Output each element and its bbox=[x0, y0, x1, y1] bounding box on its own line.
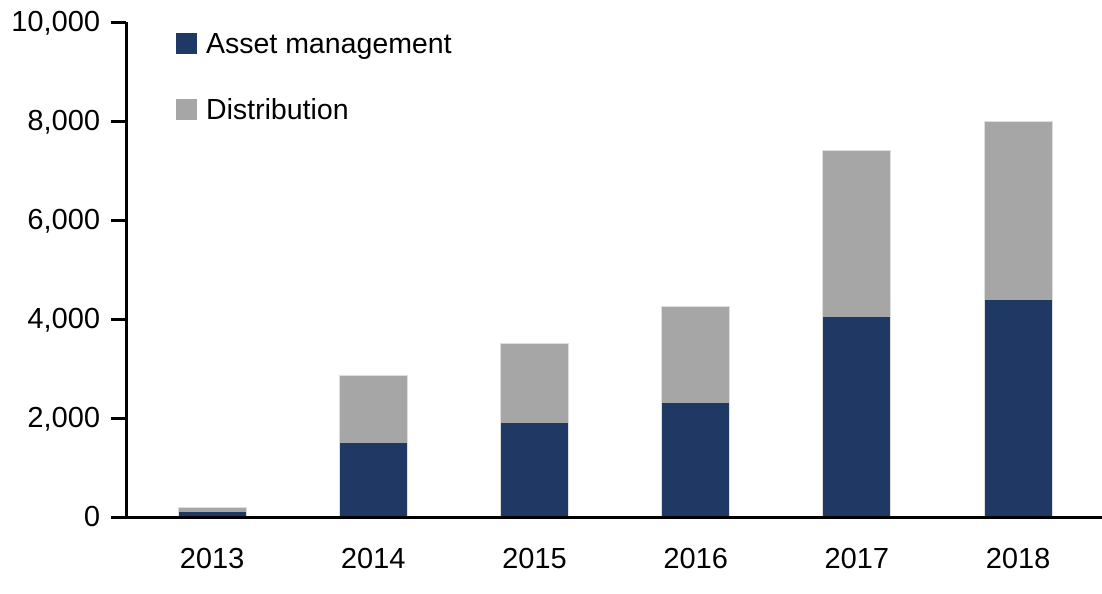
bar-segment-distribution-2017 bbox=[823, 151, 891, 317]
y-axis-label-8000: 8,000 bbox=[27, 105, 100, 137]
legend-swatch-distribution-icon bbox=[176, 99, 197, 120]
bar-segment-distribution-2013 bbox=[178, 508, 246, 513]
bar-stack-2016 bbox=[662, 307, 730, 517]
y-axis-label-0: 0 bbox=[83, 501, 100, 533]
legend-item-asset-management: Asset management bbox=[176, 28, 452, 60]
legend-label-distribution: Distribution bbox=[206, 94, 349, 126]
bar-stack-2015 bbox=[500, 344, 568, 517]
y-axis-tick-8000 bbox=[111, 120, 126, 123]
x-axis-label-2013: 2013 bbox=[179, 543, 245, 575]
bar-stack-2018 bbox=[984, 121, 1052, 517]
y-axis-label-4000: 4,000 bbox=[27, 303, 100, 335]
bar-segment-distribution-2016 bbox=[662, 307, 730, 404]
y-axis-tick-10000 bbox=[111, 21, 126, 24]
y-axis-tick-6000 bbox=[111, 219, 126, 222]
y-axis-label-10000: 10,000 bbox=[11, 6, 100, 38]
y-axis-label-6000: 6,000 bbox=[27, 204, 100, 236]
bar-segment-distribution-2015 bbox=[500, 344, 568, 424]
bar-segment-asset-management-2014 bbox=[339, 442, 407, 517]
bar-segment-asset-management-2017 bbox=[823, 316, 891, 517]
x-axis-label-2018: 2018 bbox=[985, 543, 1051, 575]
y-axis-line bbox=[125, 22, 128, 519]
y-axis-tick-4000 bbox=[111, 318, 126, 321]
y-axis-label-2000: 2,000 bbox=[27, 402, 100, 434]
bar-stack-2013 bbox=[178, 508, 246, 517]
legend-item-distribution: Distribution bbox=[176, 94, 349, 126]
x-axis-label-2015: 2015 bbox=[502, 543, 567, 575]
y-axis-tick-2000 bbox=[111, 417, 126, 420]
legend-swatch-asset-management-icon bbox=[176, 33, 197, 54]
bar-segment-distribution-2018 bbox=[984, 121, 1052, 300]
x-axis-label-2014: 2014 bbox=[340, 543, 406, 575]
x-axis-label-2016: 2016 bbox=[663, 543, 728, 575]
bar-segment-asset-management-2018 bbox=[984, 299, 1052, 517]
bar-segment-asset-management-2015 bbox=[500, 423, 568, 517]
bar-stack-2017 bbox=[823, 151, 891, 517]
x-axis-label-2017: 2017 bbox=[824, 543, 890, 575]
bar-segment-asset-management-2016 bbox=[662, 403, 730, 517]
bar-segment-asset-management-2013 bbox=[178, 512, 246, 517]
bar-segment-distribution-2014 bbox=[339, 376, 407, 443]
bar-stack-2014 bbox=[339, 376, 407, 517]
x-axis-line bbox=[111, 516, 1102, 519]
legend-label-asset-management: Asset management bbox=[206, 28, 452, 60]
